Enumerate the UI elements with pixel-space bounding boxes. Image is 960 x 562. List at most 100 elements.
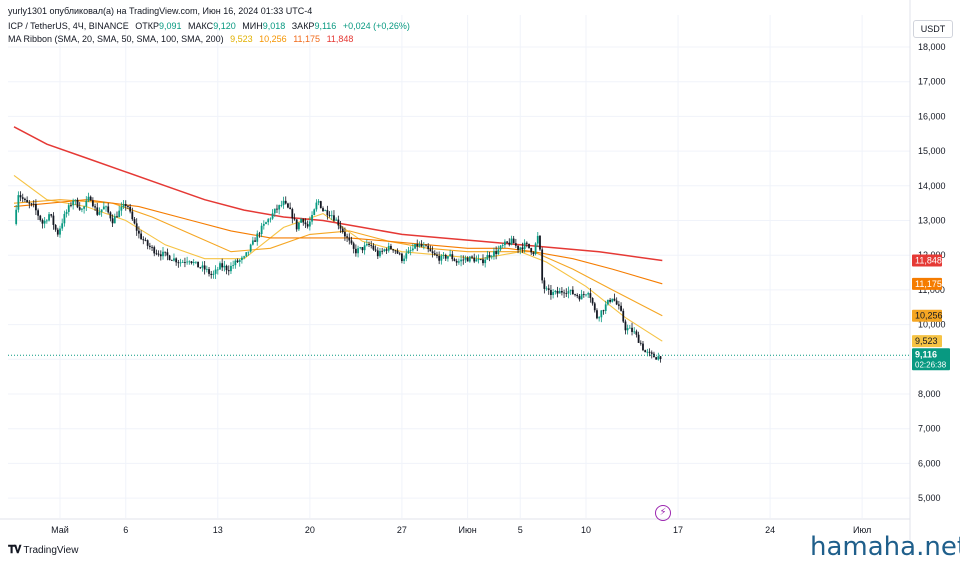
x-tick-label: 20: [305, 525, 315, 535]
candle-body: [265, 222, 267, 224]
x-tick-label: 24: [765, 525, 775, 535]
candle-body: [499, 245, 502, 250]
candle-body: [464, 257, 467, 260]
candle-body: [486, 255, 489, 260]
candle-body: [488, 255, 491, 258]
candle-body: [620, 305, 622, 311]
candle-body: [639, 342, 642, 344]
candle-body: [227, 270, 230, 272]
candle-body: [32, 203, 35, 205]
candle-body: [585, 294, 587, 296]
candle-body: [120, 206, 123, 211]
candle-body: [374, 249, 377, 251]
candle-body: [626, 328, 629, 331]
candle-body: [624, 321, 627, 331]
candle-body: [655, 357, 658, 360]
candle-body: [96, 207, 99, 215]
candle-body: [405, 253, 408, 259]
candle-body: [600, 310, 603, 318]
candle-body: [118, 210, 121, 218]
candle-body: [547, 288, 550, 290]
candle-body: [560, 291, 563, 293]
candle-body: [407, 250, 410, 254]
candle-body: [582, 294, 585, 295]
candle-body: [113, 216, 116, 224]
candle-body: [361, 247, 364, 251]
candle-body: [254, 240, 256, 242]
ma100-value: 11,175: [293, 34, 321, 44]
candle-body: [370, 244, 373, 246]
x-tick-label: 6: [123, 525, 128, 535]
candle-body: [598, 317, 601, 319]
candle-body: [462, 259, 465, 261]
candle-body: [604, 304, 607, 311]
candle-body: [135, 223, 138, 231]
candle-body: [322, 208, 324, 212]
candle-body: [234, 260, 237, 266]
candle-body: [359, 247, 362, 249]
indicator-legend[interactable]: MA Ribbon (SMA, 20, SMA, 50, SMA, 100, S…: [8, 34, 353, 44]
candle-body: [642, 343, 644, 351]
currency-selector[interactable]: USDT: [913, 20, 953, 38]
candle-body: [26, 200, 29, 203]
candle-body: [15, 209, 18, 224]
candle-body: [43, 220, 46, 224]
candle-body: [556, 290, 559, 294]
candle-body: [368, 244, 370, 245]
symbol-legend[interactable]: ICP / TetherUS, 4Ч, BINANCE ОТКР9,091 МА…: [8, 21, 410, 31]
candle-body: [631, 327, 633, 332]
candle-body: [151, 246, 153, 248]
candle-body: [70, 205, 72, 206]
y-tick-label: 5,000: [918, 493, 941, 503]
candle-body: [578, 296, 581, 300]
candle-body: [442, 254, 445, 256]
candle-body: [466, 257, 469, 262]
candle-body: [416, 244, 419, 247]
candle-body: [628, 327, 631, 329]
candle-body: [315, 202, 318, 210]
lightning-icon[interactable]: ⚡: [655, 505, 671, 521]
candle-body: [528, 243, 530, 249]
y-tick-label: 10,000: [918, 320, 946, 330]
candle-body: [30, 203, 33, 205]
candle-body: [127, 206, 129, 207]
ma-price-tag: [912, 254, 942, 267]
candle-body: [153, 247, 156, 254]
candle-body: [267, 219, 270, 223]
candle-body: [85, 200, 88, 207]
x-tick-label: Май: [51, 525, 69, 535]
candle-body: [394, 250, 397, 252]
candle-body: [98, 212, 101, 215]
candle-body: [284, 200, 287, 204]
candle-body: [429, 249, 432, 252]
candle-body: [473, 257, 476, 262]
candle-body: [300, 218, 302, 223]
candle-body: [140, 233, 142, 240]
ma-line-3: [13, 199, 663, 285]
candle-body: [192, 261, 195, 264]
candle-body: [19, 195, 22, 198]
candle-body: [243, 256, 245, 258]
candle-body: [17, 195, 20, 210]
ma50-value: 10,256: [259, 34, 287, 44]
candle-body: [471, 256, 473, 258]
candle-body: [297, 222, 300, 230]
candle-body: [615, 300, 618, 305]
candle-body: [409, 250, 412, 251]
candle-body: [72, 200, 75, 206]
candle-body: [308, 221, 311, 227]
ohlc-low-value: 9,018: [262, 21, 286, 31]
candle-body: [431, 251, 434, 254]
candle-body: [550, 289, 552, 296]
candle-body: [344, 232, 346, 237]
candle-body: [532, 252, 535, 255]
indicator-title: MA Ribbon (SMA, 20, SMA, 50, SMA, 100, S…: [8, 34, 224, 44]
candle-body: [497, 249, 500, 255]
candle-body: [383, 249, 386, 252]
candle-body: [219, 263, 221, 270]
x-tick-label: 5: [518, 525, 523, 535]
candle-body: [236, 260, 239, 262]
ma-price-tag-label: 11,175: [915, 279, 942, 289]
y-tick-label: 7,000: [918, 424, 941, 434]
